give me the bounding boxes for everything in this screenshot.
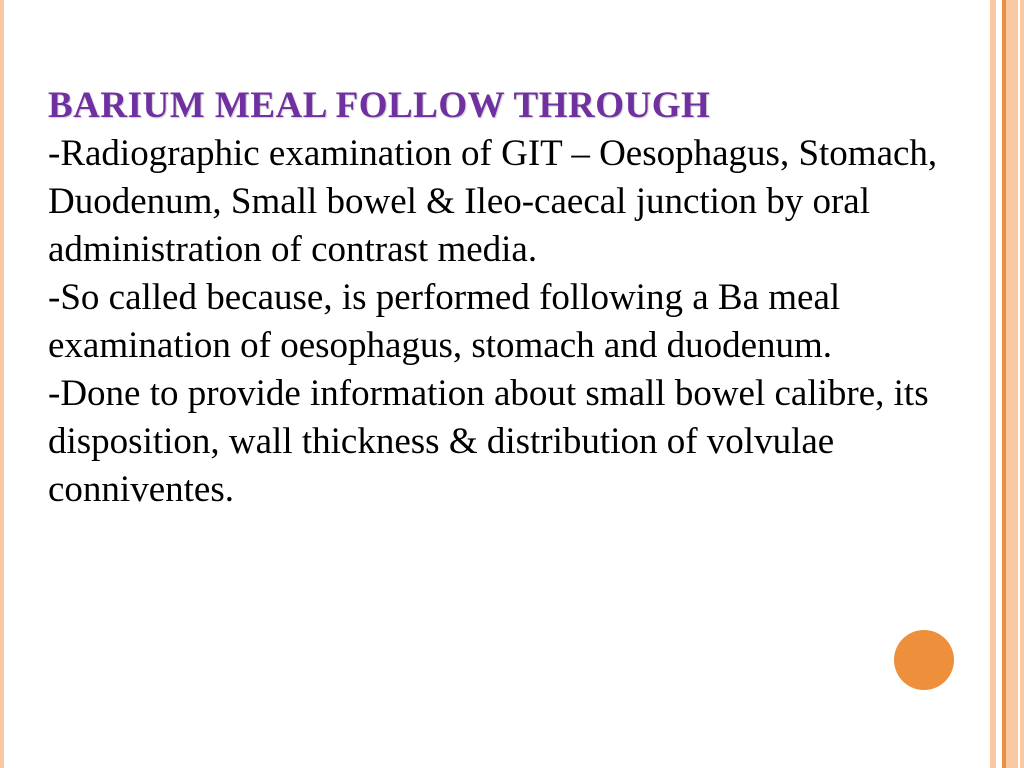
stripe bbox=[1006, 0, 1018, 768]
decorative-circle bbox=[894, 630, 954, 690]
slide-content: BARIUM MEAL FOLLOW THROUGH -Radiographic… bbox=[48, 82, 968, 514]
paragraph-2: -So called because, is performed followi… bbox=[48, 274, 968, 370]
slide-title: BARIUM MEAL FOLLOW THROUGH bbox=[48, 82, 968, 130]
left-border-stripe bbox=[0, 0, 4, 768]
paragraph-1: -Radiographic examination of GIT – Oesop… bbox=[48, 130, 968, 274]
right-border-stripes bbox=[990, 0, 1024, 768]
stripe bbox=[1020, 0, 1024, 768]
paragraph-3: -Done to provide information about small… bbox=[48, 370, 968, 514]
